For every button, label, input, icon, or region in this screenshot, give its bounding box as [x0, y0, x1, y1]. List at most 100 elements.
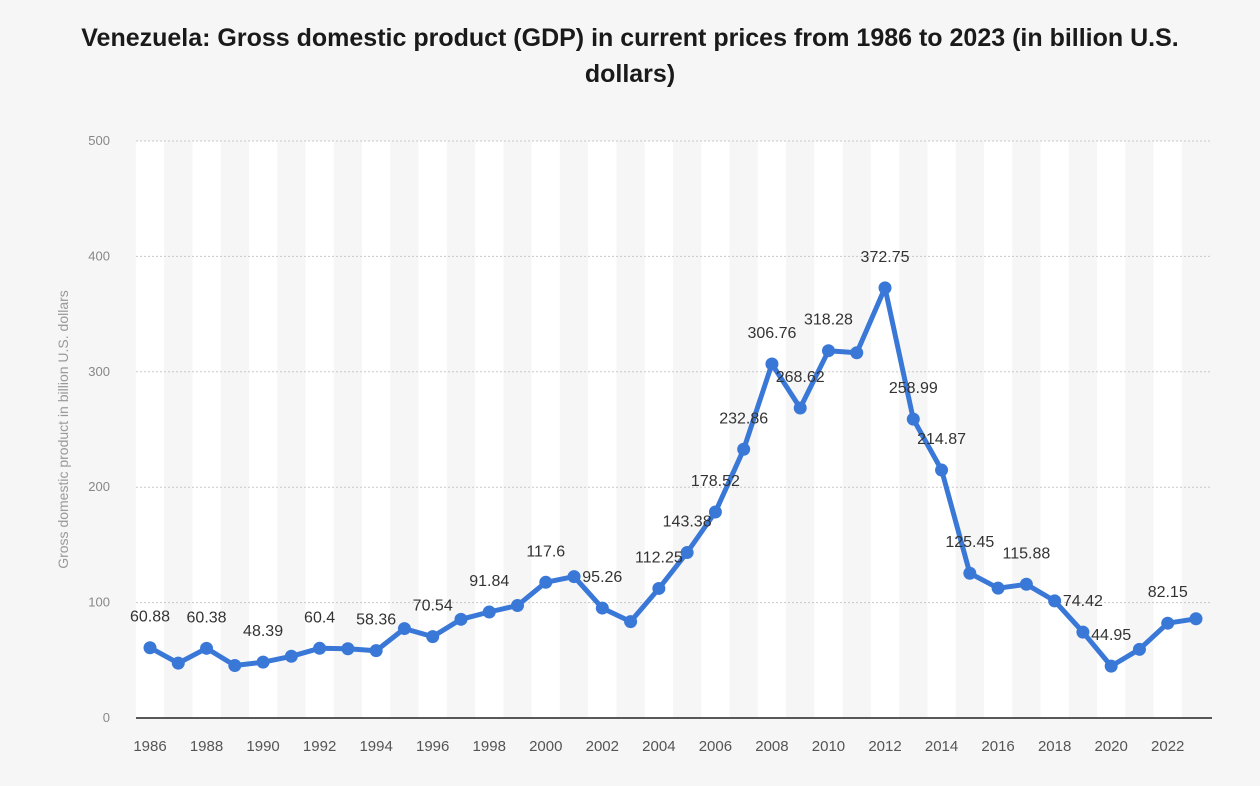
- year-band: [870, 141, 900, 718]
- data-point: [1189, 612, 1203, 626]
- x-tick-label: 2010: [812, 738, 845, 755]
- x-tick-label: 1994: [359, 738, 392, 755]
- data-point: [369, 644, 383, 658]
- data-point: [313, 641, 327, 655]
- data-point: [482, 605, 496, 619]
- data-label: 115.88: [1002, 545, 1050, 562]
- data-label: 117.6: [526, 543, 565, 560]
- data-point: [397, 622, 411, 636]
- data-point: [821, 344, 835, 358]
- y-tick-label: 100: [88, 595, 110, 610]
- data-point: [284, 649, 298, 663]
- data-point: [793, 401, 807, 415]
- y-tick-label: 0: [103, 710, 110, 725]
- x-tick-label: 2016: [981, 738, 1014, 755]
- data-point: [1132, 642, 1146, 656]
- data-label: 372.75: [861, 249, 910, 266]
- data-label: 306.76: [747, 325, 796, 342]
- y-tick-label: 400: [88, 248, 110, 263]
- y-tick-label: 200: [88, 479, 110, 494]
- data-point: [1076, 625, 1090, 639]
- data-label: 112.25: [635, 549, 683, 566]
- year-band: [1040, 141, 1069, 718]
- data-point: [708, 505, 722, 519]
- data-point: [680, 546, 694, 560]
- x-tick-label: 2008: [755, 738, 788, 755]
- gridlines: [136, 140, 1212, 719]
- data-label: 318.28: [804, 312, 853, 329]
- data-point: [1161, 616, 1175, 630]
- data-labels: 60.88 60.38 48.39 60.4 58.36 70.54 91.84 117.6 9…: [130, 249, 1188, 644]
- data-point: [341, 642, 355, 656]
- data-label: 268.62: [776, 369, 825, 386]
- data-point: [963, 566, 977, 580]
- x-tick-label: 2006: [699, 738, 732, 755]
- data-point: [991, 581, 1005, 595]
- x-tick-label: 2014: [925, 738, 958, 755]
- x-axis-ticks: 1986 1988 1990 1992 1994 1996 1998 2000 2002 2004…: [133, 738, 1184, 755]
- x-tick-label: 2020: [1094, 738, 1127, 755]
- data-point: [1104, 659, 1118, 673]
- year-band: [135, 141, 165, 718]
- data-label: 95.26: [582, 569, 622, 586]
- year-band: [983, 141, 1013, 718]
- data-label: 74.42: [1063, 593, 1103, 610]
- x-tick-label: 2012: [868, 738, 901, 755]
- year-band: [531, 141, 560, 718]
- year-band: [305, 141, 334, 718]
- data-label: 44.95: [1091, 627, 1131, 644]
- data-label: 178.52: [691, 473, 740, 490]
- data-point: [454, 612, 468, 626]
- data-point: [539, 575, 553, 589]
- y-axis-title: Gross domestic product in billion U.S. d…: [55, 290, 71, 569]
- data-label: 91.84: [469, 573, 509, 590]
- year-band: [757, 141, 787, 718]
- data-point: [935, 463, 949, 477]
- data-label: 70.54: [413, 598, 453, 615]
- data-label: 60.4: [304, 609, 335, 626]
- data-label: 143.38: [663, 514, 712, 531]
- chart-title: Venezuela: Gross domestic product (GDP) …: [81, 24, 1179, 88]
- year-band: [644, 141, 673, 718]
- data-label: 82.15: [1148, 584, 1188, 601]
- data-point: [1048, 594, 1062, 608]
- data-label: 60.88: [130, 609, 170, 626]
- year-band: [192, 141, 221, 718]
- x-tick-label: 1990: [246, 738, 279, 755]
- y-tick-label: 500: [88, 133, 110, 148]
- data-label: 48.39: [243, 623, 283, 640]
- x-tick-label: 1998: [473, 738, 506, 755]
- x-tick-label: 2018: [1038, 738, 1071, 755]
- year-band: [362, 141, 391, 718]
- year-band: [248, 141, 278, 718]
- year-band: [701, 141, 730, 718]
- alternating-year-bands: [135, 141, 1182, 718]
- data-point: [652, 581, 666, 595]
- year-band: [588, 141, 617, 718]
- y-tick-label: 300: [88, 364, 110, 379]
- data-point: [567, 570, 581, 584]
- year-band: [927, 141, 956, 718]
- year-band: [475, 141, 504, 718]
- data-point: [850, 346, 864, 360]
- data-point: [1019, 577, 1033, 591]
- data-label: 60.38: [187, 609, 227, 626]
- data-label: 258.99: [889, 380, 938, 397]
- data-point: [228, 658, 242, 672]
- data-point: [171, 656, 185, 670]
- year-band: [1097, 141, 1126, 718]
- data-point: [624, 615, 638, 629]
- data-point: [595, 601, 609, 615]
- data-label: 214.87: [917, 431, 966, 448]
- data-point: [511, 598, 525, 612]
- x-tick-label: 2022: [1151, 738, 1184, 755]
- data-point: [143, 641, 157, 655]
- data-point: [426, 630, 440, 644]
- data-point: [256, 655, 270, 669]
- x-tick-label: 2002: [586, 738, 619, 755]
- data-label: 125.45: [945, 534, 994, 551]
- x-tick-label: 1988: [190, 738, 223, 755]
- data-point: [906, 412, 920, 426]
- data-point: [200, 641, 214, 655]
